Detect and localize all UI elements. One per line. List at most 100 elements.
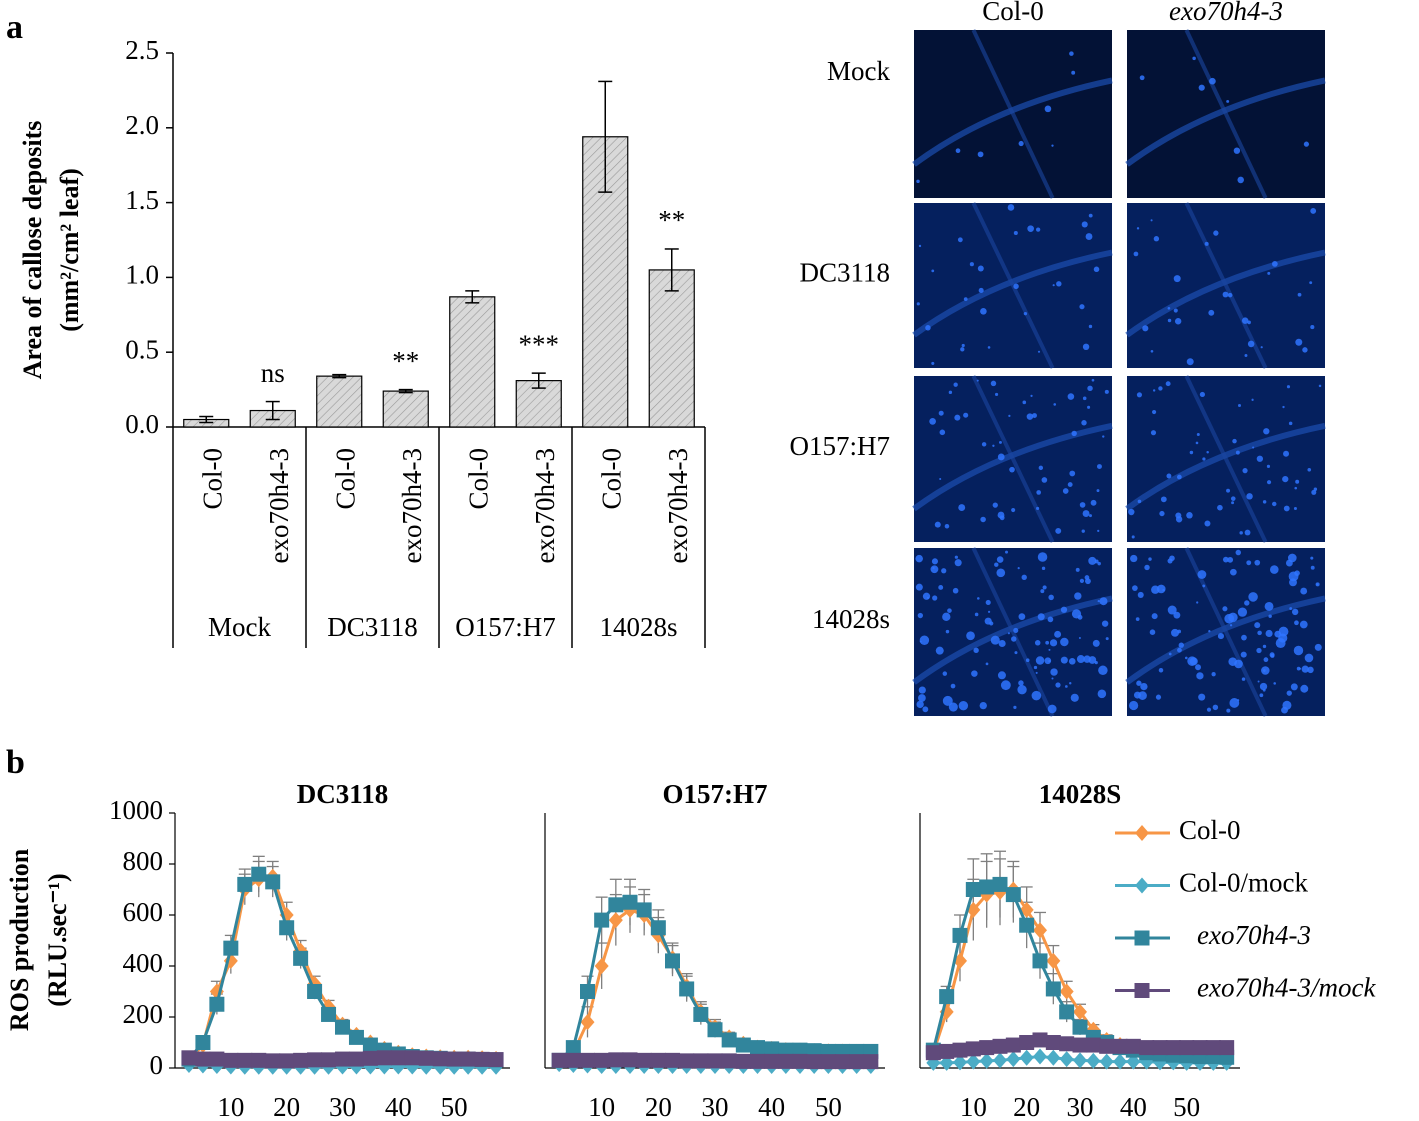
callose-dot	[1041, 566, 1046, 571]
callose-dot	[1047, 616, 1054, 623]
callose-dot	[961, 343, 965, 348]
callose-dot	[1211, 672, 1216, 677]
callose-dot	[1079, 502, 1086, 508]
x-tick-label: exo70h4-3	[264, 448, 294, 563]
callose-dot	[1011, 636, 1017, 642]
callose-dot	[954, 559, 962, 567]
marker	[820, 1054, 836, 1070]
marker	[1046, 1049, 1061, 1066]
callose-dot	[918, 694, 926, 702]
marker	[293, 1052, 309, 1068]
y-tick-label: 0	[150, 1050, 164, 1080]
marker	[1059, 1036, 1075, 1052]
callose-dot	[1150, 219, 1153, 222]
callose-dot	[994, 562, 999, 567]
callose-dot	[1097, 529, 1100, 532]
column-header: exo70h4-3	[1169, 0, 1283, 26]
callose-dot	[990, 380, 997, 387]
marker	[565, 1040, 581, 1056]
callose-dot	[1085, 233, 1093, 240]
callose-dot	[1138, 691, 1147, 700]
callose-dot	[942, 612, 951, 622]
callose-dot	[925, 325, 931, 331]
callose-dot	[1055, 682, 1061, 688]
marker	[362, 1050, 378, 1066]
x-tick-label: 40	[385, 1092, 412, 1121]
callose-dot	[1055, 527, 1062, 534]
callose-dot	[1282, 475, 1289, 483]
callose-dot	[1269, 652, 1275, 658]
callose-dot	[958, 504, 966, 512]
callose-dot	[922, 706, 929, 713]
callose-dot	[1241, 634, 1247, 641]
marker	[721, 1053, 737, 1069]
callose-dot	[1259, 682, 1268, 691]
y-tick-label: 1.0	[125, 260, 159, 290]
callose-dot	[1128, 508, 1135, 516]
marker	[1072, 1019, 1088, 1035]
callose-dot	[954, 414, 961, 421]
y-tick-label: 200	[123, 999, 164, 1029]
callose-dot	[1032, 413, 1037, 418]
callose-dot	[985, 599, 991, 606]
marker	[764, 1053, 780, 1069]
callose-dot	[1005, 550, 1009, 554]
callose-dot	[1283, 505, 1290, 512]
callose-dot	[1037, 552, 1048, 562]
significance-label: **	[392, 346, 419, 376]
leaf-vein	[1184, 547, 1268, 717]
callose-dot	[1158, 667, 1164, 673]
marker	[679, 981, 695, 997]
y-tick-label: 2.0	[125, 110, 159, 140]
callose-dot	[1304, 653, 1314, 663]
callose-dot	[1082, 396, 1087, 401]
marker	[952, 1042, 968, 1058]
marker	[1019, 1035, 1035, 1050]
callose-dot	[1178, 642, 1184, 648]
callose-dot	[980, 516, 986, 523]
marker	[721, 1032, 737, 1048]
callose-dot	[1025, 658, 1030, 662]
callose-dot	[1208, 309, 1215, 316]
callose-dot	[1239, 531, 1243, 535]
callose-dot	[1186, 512, 1193, 519]
callose-dot	[1230, 496, 1236, 501]
callose-dot	[1286, 385, 1291, 389]
marker	[1099, 1053, 1114, 1070]
marker	[679, 1053, 695, 1069]
callose-dot	[1254, 559, 1261, 566]
callose-dot	[1075, 567, 1080, 572]
callose-dot	[1026, 413, 1034, 420]
callose-dot	[934, 521, 941, 528]
callose-dot	[1244, 529, 1251, 536]
callose-dot	[1060, 656, 1068, 664]
callose-dot	[1036, 490, 1042, 495]
callose-dot	[1037, 350, 1041, 353]
callose-dot	[1192, 56, 1196, 61]
callose-dot	[1129, 700, 1139, 711]
leaf-vein	[912, 249, 1113, 338]
row-label: Mock	[827, 56, 890, 86]
callose-dot	[1311, 489, 1317, 495]
callose-dot	[1275, 638, 1286, 649]
callose-dot	[996, 568, 1006, 578]
callose-dot	[1139, 75, 1145, 81]
callose-dot	[1014, 651, 1018, 655]
callose-dot	[1252, 446, 1255, 449]
callose-dot	[973, 647, 979, 654]
callose-dot	[1049, 639, 1058, 647]
callose-dot	[1295, 338, 1303, 346]
callose-dot	[932, 595, 938, 601]
marker	[223, 1052, 239, 1068]
marker	[1059, 1004, 1075, 1020]
marker	[1032, 953, 1048, 969]
callose-dot	[1266, 480, 1272, 485]
callose-dot	[1263, 428, 1270, 435]
y-tick-label: 1.5	[125, 185, 159, 215]
marker	[1019, 917, 1035, 933]
callose-dot	[1310, 325, 1315, 330]
callose-dot	[1088, 324, 1093, 329]
callose-dot	[919, 640, 922, 643]
callose-dot	[1212, 704, 1219, 711]
